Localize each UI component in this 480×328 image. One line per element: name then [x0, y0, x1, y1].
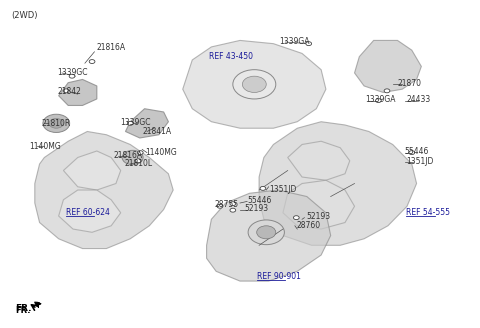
Text: FR.: FR. — [16, 306, 31, 315]
Circle shape — [217, 204, 223, 208]
Text: 21810L: 21810L — [124, 159, 153, 169]
Text: 1140MG: 1140MG — [29, 142, 61, 151]
Text: 21842: 21842 — [58, 87, 82, 96]
Text: 52193: 52193 — [307, 212, 331, 221]
Circle shape — [260, 186, 266, 190]
Text: 21870: 21870 — [397, 79, 421, 88]
Circle shape — [384, 89, 390, 93]
Text: REF 90-901: REF 90-901 — [257, 272, 300, 281]
Circle shape — [127, 121, 133, 125]
Circle shape — [135, 159, 141, 163]
Text: 1140MG: 1140MG — [145, 148, 177, 157]
Circle shape — [248, 220, 284, 245]
Text: (2WD): (2WD) — [11, 11, 37, 20]
Circle shape — [375, 99, 381, 103]
Text: 28760: 28760 — [296, 221, 321, 230]
Polygon shape — [355, 40, 421, 92]
Polygon shape — [63, 151, 120, 190]
Text: 21816A: 21816A — [114, 151, 143, 160]
Polygon shape — [288, 141, 350, 180]
Circle shape — [49, 118, 63, 128]
Text: 1339GA: 1339GA — [279, 36, 310, 46]
Polygon shape — [59, 190, 120, 232]
Text: 1351JD: 1351JD — [270, 185, 297, 194]
Text: 55446: 55446 — [405, 147, 429, 156]
Circle shape — [257, 226, 276, 239]
Text: 21810R: 21810R — [42, 119, 71, 128]
Polygon shape — [35, 132, 173, 249]
Polygon shape — [125, 109, 168, 138]
Text: 28755: 28755 — [215, 199, 239, 209]
Text: REF 54-555: REF 54-555 — [406, 208, 450, 216]
Circle shape — [89, 60, 95, 64]
Circle shape — [63, 89, 69, 93]
Circle shape — [306, 42, 312, 46]
Text: 55446: 55446 — [247, 196, 272, 205]
Text: FR.: FR. — [15, 304, 31, 313]
Text: REF 60-624: REF 60-624 — [66, 208, 110, 216]
Circle shape — [409, 151, 415, 154]
Text: 21841A: 21841A — [142, 127, 171, 136]
Circle shape — [137, 151, 143, 154]
Circle shape — [242, 76, 266, 92]
Polygon shape — [183, 40, 326, 128]
Circle shape — [122, 150, 143, 165]
Text: 1339GA: 1339GA — [365, 95, 396, 104]
Polygon shape — [59, 79, 97, 106]
Polygon shape — [283, 180, 355, 229]
Text: 21816A: 21816A — [97, 43, 126, 52]
Circle shape — [230, 202, 236, 206]
Polygon shape — [206, 190, 331, 281]
Circle shape — [43, 114, 70, 133]
Text: 24433: 24433 — [406, 95, 431, 104]
Text: REF 43-450: REF 43-450 — [209, 51, 253, 61]
Circle shape — [69, 74, 75, 78]
Circle shape — [233, 70, 276, 99]
Polygon shape — [259, 122, 417, 245]
Circle shape — [230, 208, 236, 212]
Text: 1339GC: 1339GC — [120, 118, 151, 127]
Circle shape — [293, 216, 299, 220]
Text: 1351JD: 1351JD — [406, 157, 433, 166]
Text: 1339GC: 1339GC — [58, 68, 88, 77]
Text: 52193: 52193 — [245, 204, 269, 214]
